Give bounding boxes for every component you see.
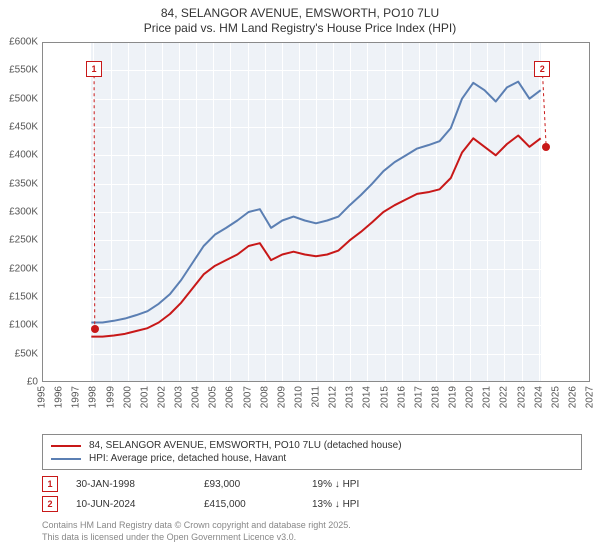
x-axis-label: 1996 (54, 386, 65, 408)
y-axis-label: £400K (9, 150, 38, 161)
y-axis-label: £500K (9, 93, 38, 104)
footer-line-2: This data is licensed under the Open Gov… (42, 532, 582, 544)
x-axis-label: 1998 (88, 386, 99, 408)
x-axis-label: 2009 (276, 386, 287, 408)
title-line-1: 84, SELANGOR AVENUE, EMSWORTH, PO10 7LU (0, 6, 600, 21)
sale-pct-vs-hpi: 19% ↓ HPI (312, 479, 432, 490)
x-axis-label: 1995 (37, 386, 48, 408)
legend-label: HPI: Average price, detached house, Hava… (89, 453, 286, 464)
y-axis-label: £600K (9, 37, 38, 48)
x-axis-label: 2006 (225, 386, 236, 408)
legend-box: 84, SELANGOR AVENUE, EMSWORTH, PO10 7LU … (42, 434, 582, 470)
footer-text: Contains HM Land Registry data © Crown c… (42, 520, 582, 543)
y-axis-label: £250K (9, 235, 38, 246)
y-axis-label: £550K (9, 65, 38, 76)
x-axis-label: 2013 (345, 386, 356, 408)
x-axis-label: 1999 (105, 386, 116, 408)
x-axis-label: 2021 (482, 386, 493, 408)
x-axis-label: 2011 (311, 386, 322, 408)
sale-date: 10-JUN-2024 (76, 499, 186, 510)
legend-label: 84, SELANGOR AVENUE, EMSWORTH, PO10 7LU … (89, 440, 402, 451)
x-axis-label: 2001 (139, 386, 150, 408)
x-axis-label: 1997 (71, 386, 82, 408)
x-axis-label: 2008 (259, 386, 270, 408)
x-axis-label: 2010 (293, 386, 304, 408)
x-axis-label: 2000 (122, 386, 133, 408)
y-axis-label: £300K (9, 207, 38, 218)
y-axis-label: £100K (9, 320, 38, 331)
table-row: 2 10-JUN-2024 £415,000 13% ↓ HPI (42, 494, 582, 514)
x-axis-label: 2002 (156, 386, 167, 408)
x-axis-label: 2022 (499, 386, 510, 408)
x-axis-label: 2027 (585, 386, 596, 408)
sale-date: 30-JAN-1998 (76, 479, 186, 490)
legend-swatch (51, 445, 81, 447)
legend-swatch (51, 458, 81, 460)
x-axis-label: 2017 (413, 386, 424, 408)
chart-area: £0£50K£100K£150K£200K£250K£300K£350K£400… (42, 42, 590, 382)
sale-data-table: 1 30-JAN-1998 £93,000 19% ↓ HPI 2 10-JUN… (42, 474, 582, 514)
plot-border (42, 42, 590, 382)
x-axis-label: 2018 (430, 386, 441, 408)
x-axis-label: 2024 (533, 386, 544, 408)
y-axis-label: £150K (9, 292, 38, 303)
chart-container: 84, SELANGOR AVENUE, EMSWORTH, PO10 7LU … (0, 0, 600, 560)
table-row: 1 30-JAN-1998 £93,000 19% ↓ HPI (42, 474, 582, 494)
title-block: 84, SELANGOR AVENUE, EMSWORTH, PO10 7LU … (0, 0, 600, 36)
x-axis-label: 2020 (465, 386, 476, 408)
sale-price: £415,000 (204, 499, 294, 510)
x-axis-label: 2026 (567, 386, 578, 408)
footer-line-1: Contains HM Land Registry data © Crown c… (42, 520, 582, 532)
x-axis-label: 2014 (362, 386, 373, 408)
x-axis-label: 2015 (379, 386, 390, 408)
sale-price: £93,000 (204, 479, 294, 490)
y-axis-label: £200K (9, 263, 38, 274)
y-axis-label: £450K (9, 122, 38, 133)
x-axis-label: 2019 (448, 386, 459, 408)
x-axis-label: 2003 (174, 386, 185, 408)
legend-row: 84, SELANGOR AVENUE, EMSWORTH, PO10 7LU … (51, 439, 573, 452)
sale-marker-icon: 2 (42, 496, 58, 512)
x-axis-label: 2005 (208, 386, 219, 408)
x-axis-label: 2025 (550, 386, 561, 408)
y-axis-label: £50K (15, 348, 38, 359)
y-axis-label: £350K (9, 178, 38, 189)
x-axis-label: 2012 (328, 386, 339, 408)
legend-row: HPI: Average price, detached house, Hava… (51, 452, 573, 465)
x-axis-label: 2016 (396, 386, 407, 408)
x-axis-label: 2023 (516, 386, 527, 408)
sale-marker-icon: 1 (42, 476, 58, 492)
title-line-2: Price paid vs. HM Land Registry's House … (0, 21, 600, 36)
x-axis-label: 2004 (191, 386, 202, 408)
x-axis-label: 2007 (242, 386, 253, 408)
sale-pct-vs-hpi: 13% ↓ HPI (312, 499, 432, 510)
